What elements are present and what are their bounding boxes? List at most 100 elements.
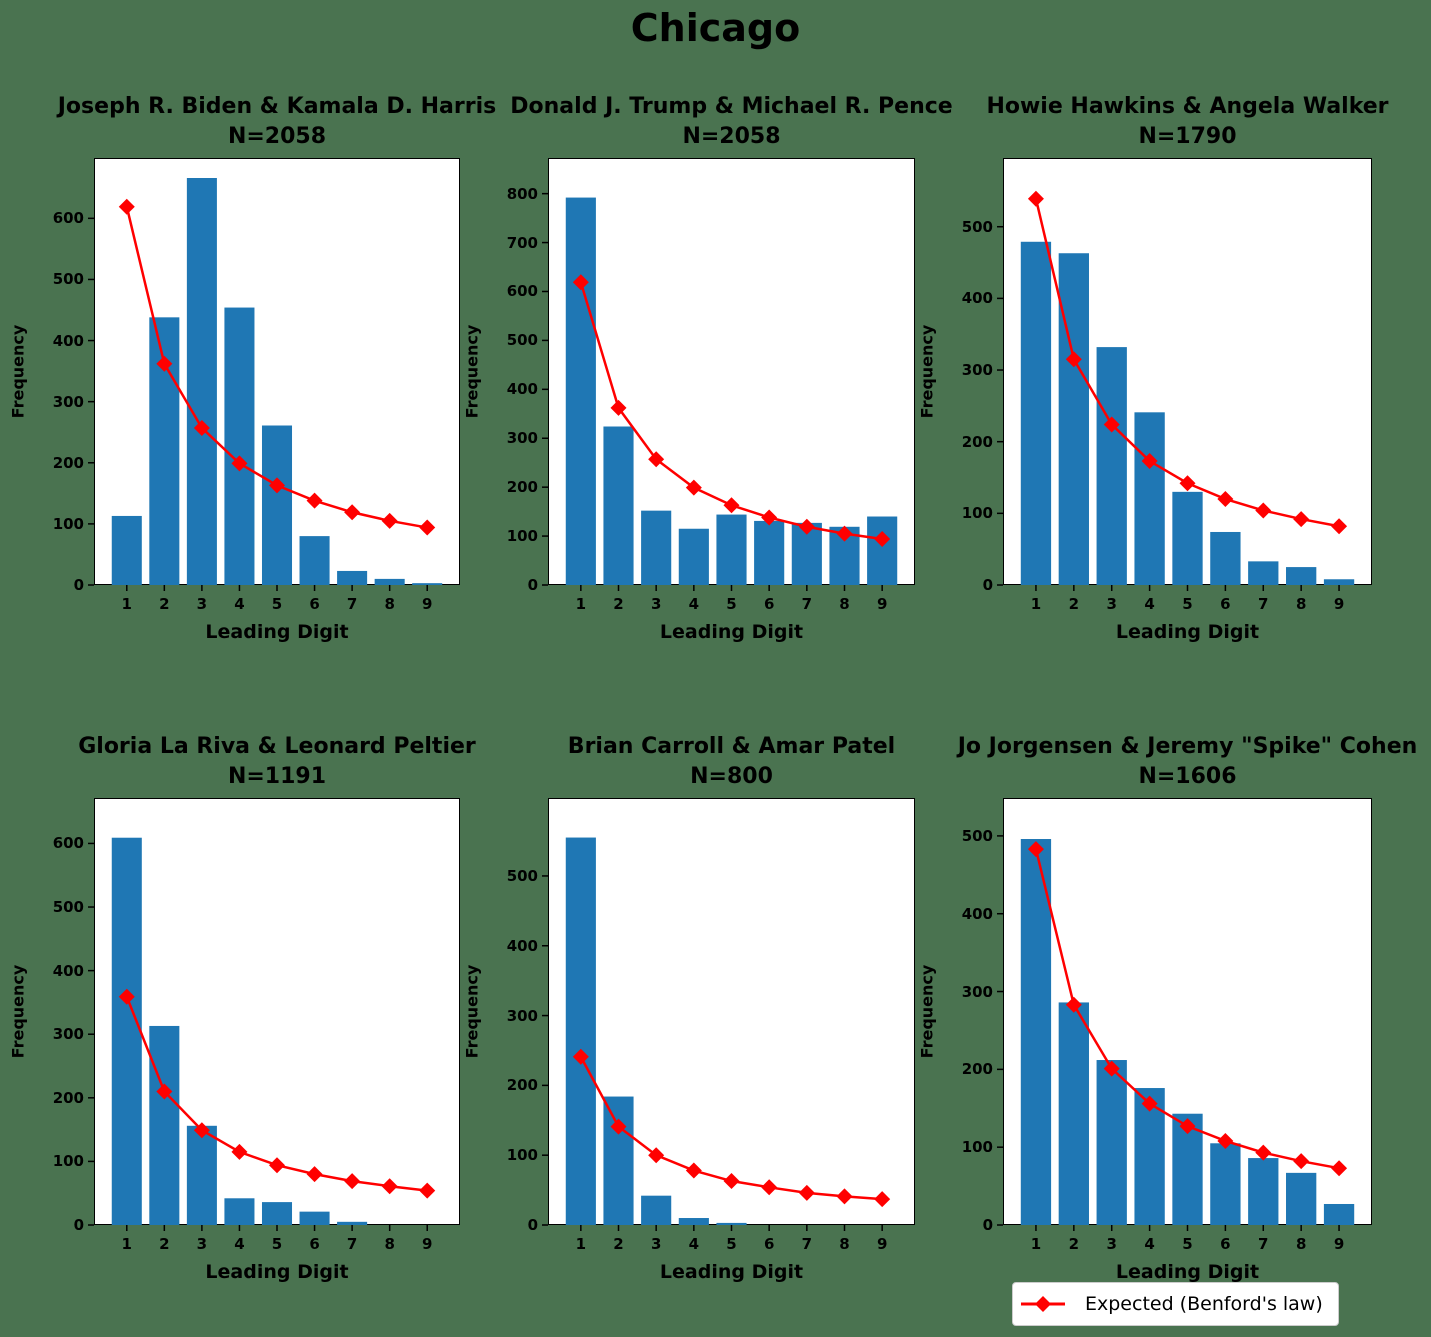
- expected-marker-diamond-icon: [798, 1184, 815, 1201]
- expected-marker-diamond-icon: [572, 1048, 589, 1065]
- expected-marker-diamond-icon: [648, 451, 665, 468]
- expected-marker-diamond-icon: [306, 492, 323, 509]
- x-tick-label: 3: [650, 595, 662, 613]
- y-tick-label: 100: [506, 527, 538, 546]
- subplot-sample-size: N=2058: [227, 124, 327, 149]
- bar-digit-7: [337, 1221, 368, 1225]
- y-tick-label: 400: [506, 380, 538, 399]
- bar-digit-1: [565, 837, 596, 1225]
- x-tick-label: 9: [876, 595, 888, 613]
- expected-marker-diamond-icon: [306, 1166, 323, 1183]
- expected-marker-diamond-icon: [118, 988, 135, 1005]
- expected-marker-diamond-icon: [118, 198, 135, 215]
- expected-marker-diamond-icon: [1331, 1160, 1348, 1177]
- bar-digit-2: [1058, 1002, 1089, 1225]
- y-tick-label: 100: [506, 1146, 538, 1165]
- legend-line-diamond-icon: [1021, 1296, 1065, 1312]
- expected-marker-diamond-icon: [269, 1157, 285, 1174]
- y-tick-label: 300: [506, 1006, 538, 1025]
- x-tick-label: 3: [196, 1235, 208, 1253]
- y-tick-label: 600: [52, 834, 84, 853]
- subplot-sample-size: N=1191: [227, 764, 327, 789]
- bar-digit-4: [224, 307, 255, 585]
- y-tick-label: 0: [73, 1216, 84, 1234]
- x-tick-label: 6: [763, 595, 775, 613]
- subplot-sample-size: N=2058: [682, 124, 781, 149]
- bar-digit-5: [716, 1222, 747, 1225]
- y-tick-label: 200: [52, 1088, 84, 1107]
- bar-digit-4: [678, 1218, 709, 1225]
- x-tick-label: 9: [876, 1235, 888, 1253]
- y-tick-label: 500: [506, 331, 538, 350]
- expected-marker-diamond-icon: [269, 477, 285, 494]
- x-tick-label: 7: [1258, 1235, 1269, 1253]
- expected-marker-diamond-icon: [798, 518, 815, 535]
- x-tick-label: 6: [309, 1235, 320, 1253]
- bar-digit-6: [1210, 1143, 1241, 1225]
- x-tick-label: 2: [613, 1235, 624, 1253]
- legend: Expected (Benford's law): [1012, 1282, 1339, 1326]
- x-tick-label: 9: [422, 595, 433, 613]
- subplot-title: Howie Hawkins & Angela Walker N=1790: [923, 92, 1431, 152]
- expected-marker-diamond-icon: [1103, 1060, 1120, 1077]
- expected-marker-diamond-icon: [723, 1173, 740, 1190]
- x-tick-label: 2: [159, 595, 170, 613]
- bar-digit-8: [1286, 1172, 1317, 1225]
- expected-marker-diamond-icon: [1293, 1153, 1310, 1170]
- x-axis-label: Leading Digit: [659, 1261, 804, 1283]
- y-tick-label: 400: [506, 936, 538, 955]
- bar-digit-3: [186, 1125, 217, 1225]
- expected-marker-diamond-icon: [381, 1178, 398, 1195]
- bar-digit-4: [678, 528, 709, 585]
- y-tick-label: 300: [52, 392, 84, 411]
- expected-marker-diamond-icon: [381, 512, 398, 529]
- subplot-title: Brian Carroll & Amar Patel N=800: [468, 732, 995, 792]
- y-tick-label: 500: [52, 898, 84, 917]
- bar-digit-2: [149, 1025, 180, 1225]
- x-tick-label: 1: [575, 595, 587, 613]
- expected-marker-diamond-icon: [1331, 518, 1348, 535]
- bar-digit-9: [1323, 579, 1355, 585]
- x-tick-label: 3: [650, 1235, 662, 1253]
- y-tick-label: 400: [961, 904, 993, 923]
- x-tick-label: 8: [1295, 1235, 1307, 1253]
- x-tick-label: 6: [1220, 595, 1231, 613]
- bar-digit-5: [1172, 491, 1203, 585]
- x-tick-label: 4: [1144, 1235, 1155, 1253]
- subplot-title-text: Jo Jorgensen & Jeremy "Spike" Cohen: [957, 734, 1418, 759]
- subplot-sample-size: N=800: [690, 764, 773, 789]
- y-tick-label: 400: [961, 289, 993, 308]
- figure-title: Chicago: [630, 6, 801, 50]
- subplot-title-text: Donald J. Trump & Michael R. Pence: [510, 94, 953, 119]
- x-tick-label: 9: [1333, 1235, 1345, 1253]
- x-tick-label: 5: [1182, 1235, 1193, 1253]
- x-tick-label: 9: [1333, 595, 1345, 613]
- x-tick-label: 5: [726, 595, 737, 613]
- expected-marker-diamond-icon: [344, 1173, 361, 1190]
- subplot-title: Donald J. Trump & Michael R. Pence N=2058: [468, 92, 995, 152]
- x-axis-label: Leading Digit: [205, 1261, 349, 1283]
- y-tick-label: 400: [52, 331, 84, 350]
- expected-marker-diamond-icon: [723, 497, 740, 514]
- bar-digit-1: [111, 515, 142, 585]
- expected-marker-diamond-icon: [610, 1118, 627, 1135]
- x-tick-label: 7: [346, 595, 358, 613]
- y-tick-label: 100: [961, 1138, 993, 1157]
- x-tick-label: 8: [1295, 595, 1307, 613]
- x-tick-label: 4: [234, 1235, 245, 1253]
- subplot-sample-size: N=1606: [1138, 764, 1237, 789]
- bar-digit-9: [412, 583, 443, 585]
- expected-marker-diamond-icon: [1141, 1095, 1158, 1112]
- bar-digit-7: [1248, 561, 1279, 585]
- bar-digit-1: [565, 197, 596, 585]
- y-tick-label: 200: [506, 1076, 538, 1095]
- x-tick-label: 8: [839, 595, 850, 613]
- bar-digit-3: [1096, 1060, 1127, 1225]
- bar-digit-5: [261, 1202, 293, 1225]
- expected-marker-diamond-icon: [1179, 475, 1196, 492]
